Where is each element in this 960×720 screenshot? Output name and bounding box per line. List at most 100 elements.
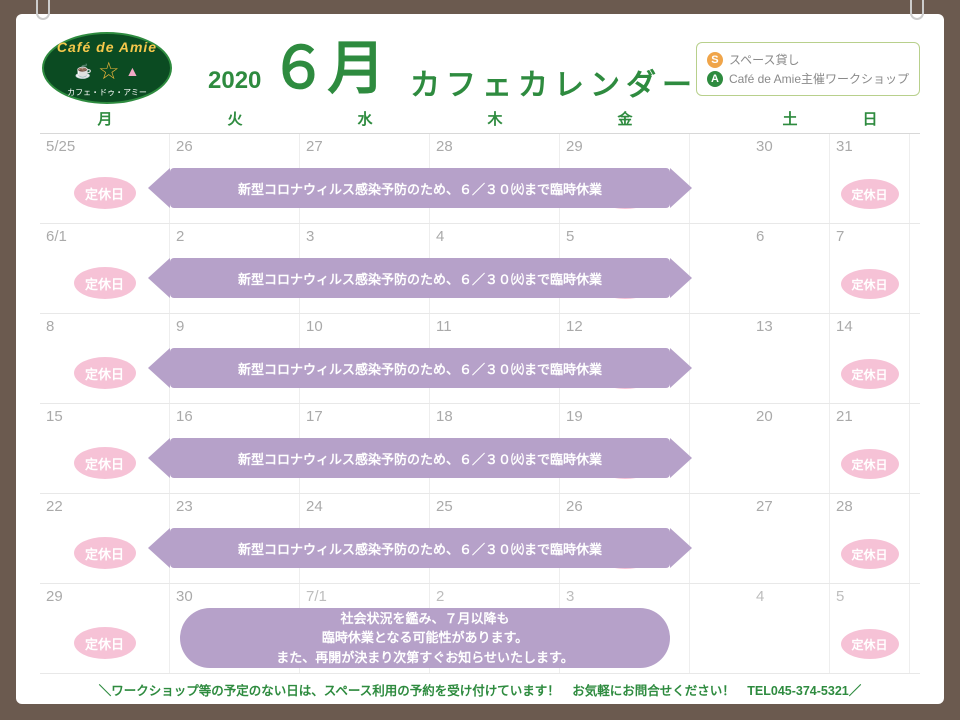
day-number: 2 (176, 228, 293, 245)
day-number: 21 (836, 408, 903, 425)
gap-cell (690, 584, 750, 673)
day-cell: 27 (750, 494, 830, 583)
day-number: 16 (176, 408, 293, 425)
dow-fri: 金 (560, 108, 690, 133)
star-icon: ☆ (98, 57, 120, 86)
year-label: 2020 (208, 67, 261, 95)
closure-banner: 新型コロナウィルス感染予防のため、６／３０㈫まで臨時休業 (170, 168, 670, 208)
dow-sun: 日 (830, 108, 910, 133)
day-number: 5 (836, 588, 903, 605)
closed-pill: 定休日 (841, 539, 899, 569)
dessert-icon: ▲ (126, 63, 140, 79)
closure-banner: 新型コロナウィルス感染予防のため、６／３０㈫まで臨時休業 (170, 348, 670, 388)
day-number: 26 (566, 498, 683, 515)
cafe-logo: Café de Amie ☕ ☆ ▲ カフェ・ドゥ・アミー (42, 32, 172, 104)
closed-pill: 定休日 (74, 177, 136, 209)
day-number: 5 (566, 228, 683, 245)
day-number: 28 (836, 498, 903, 515)
week-row: 22定休日23242526定休日2728定休日新型コロナウィルス感染予防のため、… (40, 494, 920, 584)
day-cell: 28 定休日 (830, 494, 910, 583)
closed-pill: 定休日 (74, 447, 136, 479)
day-number: 26 (176, 138, 293, 155)
day-number: 7 (836, 228, 903, 245)
day-number: 22 (46, 498, 163, 515)
logo-title: Café de Amie (57, 39, 157, 55)
day-number: 5/25 (46, 138, 163, 155)
day-cell: 14定休日 (830, 314, 910, 403)
gap-cell (690, 134, 750, 223)
binder-rings (0, 0, 960, 18)
day-cell: 13 (750, 314, 830, 403)
day-number: 19 (566, 408, 683, 425)
badge-a-icon: A (707, 71, 723, 87)
closed-pill: 定休日 (841, 449, 899, 479)
day-of-week-header: 月 火 水 木 金 土 日 (40, 108, 920, 134)
day-cell: 30 (750, 134, 830, 223)
legend-s-label: スペース貸し (729, 51, 800, 68)
cup-icon: ☕ (75, 63, 92, 80)
day-number: 31 (836, 138, 903, 155)
logo-subtitle: カフェ・ドゥ・アミー (67, 87, 147, 98)
day-number: 17 (306, 408, 423, 425)
day-number: 10 (306, 318, 423, 335)
dow-sat: 土 (750, 108, 830, 133)
day-number: 8 (46, 318, 163, 335)
day-cell: 21 定休日 (830, 404, 910, 493)
week-row: 15 定休日 16 17 18 19 定休日 20 21 定休日 新型コロナウィルス感染予防のため、… (40, 404, 920, 494)
dow-mon: 月 (40, 108, 170, 133)
footer-note: ＼ワークショップ等の予定のない日は、スペース利用の予約を受け付けています！ お気… (40, 680, 920, 699)
day-number: 29 (46, 588, 163, 605)
dow-tue: 火 (170, 108, 300, 133)
notice-banner-rounded: 社会状況を鑑み、７月以降も臨時休業となる可能性があります。また、再開が決まり次第… (180, 608, 670, 668)
day-cell: 29定休日 (40, 584, 170, 673)
closure-banner: 新型コロナウィルス感染予防のため、６／３０㈫まで臨時休業 (170, 528, 670, 568)
banner-line: また、再開が決まり次第すぐお知らせいたします。 (276, 648, 573, 668)
closure-banner: 新型コロナウィルス感染予防のため、６／３０㈫まで臨時休業 (170, 258, 670, 298)
dow-thu: 木 (430, 108, 560, 133)
closed-pill: 定休日 (841, 269, 899, 299)
gap-cell (690, 314, 750, 403)
legend-row-s: S スペース貸し (707, 51, 909, 68)
day-number: 4 (756, 588, 823, 605)
day-number: 23 (176, 498, 293, 515)
day-number: 7/1 (306, 588, 423, 605)
gap-cell (690, 224, 750, 313)
weeks-grid: 5/25定休日26272829定休日3031定休日新型コロナウィルス感染予防のた… (40, 134, 920, 674)
day-number: 29 (566, 138, 683, 155)
month-label: ６月 (269, 40, 385, 98)
day-number: 30 (756, 138, 823, 155)
banner-line: 臨時休業となる可能性があります。 (322, 628, 528, 648)
day-number: 12 (566, 318, 683, 335)
closed-pill: 定休日 (841, 629, 899, 659)
day-number: 27 (306, 138, 423, 155)
day-cell: 31定休日 (830, 134, 910, 223)
day-number: 18 (436, 408, 553, 425)
closure-banner: 新型コロナウィルス感染予防のため、６／３０㈫まで臨時休業 (170, 438, 670, 478)
closed-pill: 定休日 (841, 359, 899, 389)
page-title: カフェカレンダー (410, 60, 698, 104)
closed-pill: 定休日 (74, 537, 136, 569)
day-number: 28 (436, 138, 553, 155)
day-number: 6/1 (46, 228, 163, 245)
day-number: 30 (176, 588, 293, 605)
gap-cell (690, 404, 750, 493)
dow-wed: 水 (300, 108, 430, 133)
badge-s-icon: S (707, 52, 723, 68)
dow-gap (690, 108, 750, 133)
legend-a-label: Café de Amie主催ワークショップ (729, 70, 909, 87)
day-number: 6 (756, 228, 823, 245)
legend-row-a: A Café de Amie主催ワークショップ (707, 70, 909, 87)
month-block: 2020 ６月 (208, 40, 385, 98)
day-number: 15 (46, 408, 163, 425)
day-number: 13 (756, 318, 823, 335)
calendar-sheet: Café de Amie ☕ ☆ ▲ カフェ・ドゥ・アミー 2020 ６月 カフ… (16, 14, 944, 704)
week-row: 8定休日9101112定休日1314定休日新型コロナウィルス感染予防のため、６／… (40, 314, 920, 404)
day-number: 9 (176, 318, 293, 335)
header: Café de Amie ☕ ☆ ▲ カフェ・ドゥ・アミー 2020 ６月 カフ… (40, 28, 920, 106)
day-number: 2 (436, 588, 553, 605)
day-number: 24 (306, 498, 423, 515)
day-number: 20 (756, 408, 823, 425)
day-cell: 4 (750, 584, 830, 673)
closed-pill: 定休日 (74, 267, 136, 299)
gap-cell (690, 494, 750, 583)
